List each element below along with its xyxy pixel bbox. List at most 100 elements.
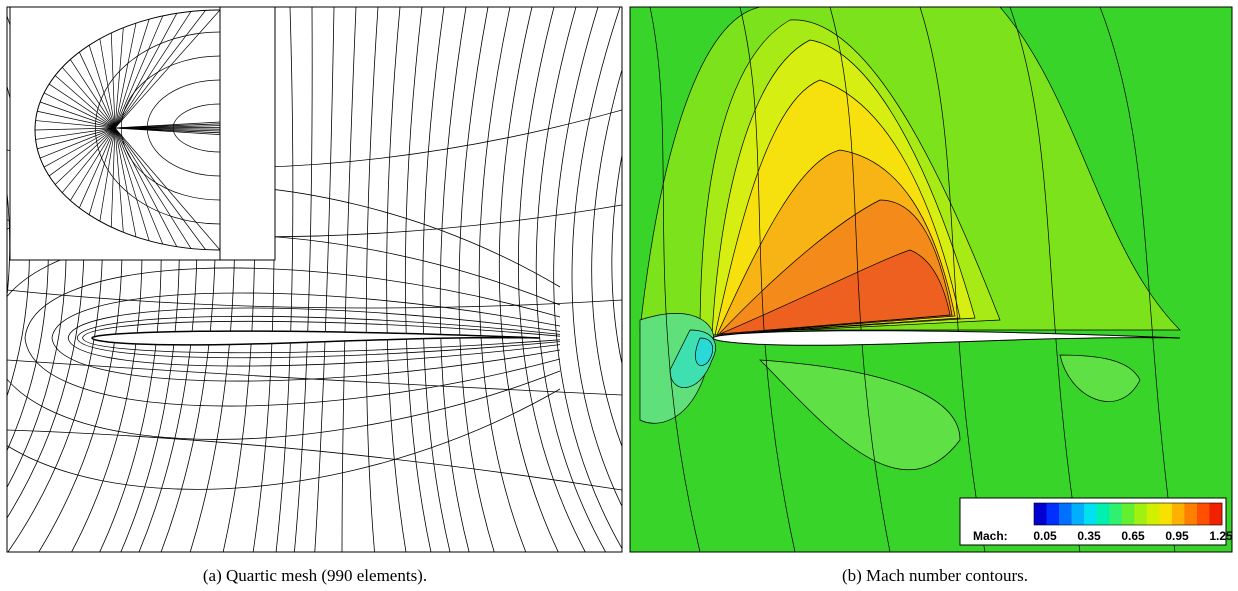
contour-line	[1009, 7, 1081, 552]
colorbar-tick-label: 0.95	[1165, 529, 1189, 543]
colorbar-bin	[1084, 503, 1097, 525]
mesh-line	[7, 359, 622, 396]
caption: (b) Mach number contours.	[842, 566, 1028, 585]
mesh-line	[35, 120, 116, 129]
colorbar-bin	[1059, 503, 1072, 525]
mesh-line	[553, 7, 622, 550]
mesh-line	[571, 7, 622, 508]
mesh-line	[294, 7, 313, 552]
mesh-line	[114, 19, 150, 129]
mesh-line	[48, 83, 116, 129]
colorbar-legend: Mach: 0.05 0.35 0.65 0.95 1.25	[959, 497, 1233, 546]
colorbar-bin	[1034, 503, 1047, 525]
mesh-line	[43, 127, 116, 168]
mesh-line	[37, 110, 116, 129]
colorbar-tick-label: 1.25	[1209, 529, 1233, 543]
mesh-inset	[9, 6, 276, 261]
contour-line	[739, 7, 796, 552]
contour-band	[1059, 354, 1141, 402]
colorbar-bin	[1209, 503, 1223, 525]
colorbar-tick-label: 0.65	[1121, 529, 1145, 543]
mesh-line	[54, 127, 116, 185]
mesh-line	[114, 127, 150, 241]
mesh-line	[498, 7, 559, 552]
mesh-line	[34, 127, 116, 131]
mesh-line	[54, 75, 116, 129]
mesh-line	[114, 127, 137, 237]
mesh-line	[535, 7, 607, 552]
mesh-line	[67, 307, 561, 367]
mesh-line	[39, 101, 116, 129]
mesh-line	[88, 127, 116, 215]
mesh-line	[24, 267, 561, 407]
mesh-line	[37, 127, 116, 150]
mesh-line	[114, 11, 192, 129]
mesh-line	[99, 38, 116, 129]
colorbar-bin	[1121, 503, 1135, 525]
colorbar-bin	[1109, 503, 1123, 525]
mesh-line	[51, 292, 561, 382]
mesh-line	[7, 429, 622, 491]
mesh-line	[114, 9, 221, 129]
mesh-line	[422, 7, 451, 552]
contour-line	[649, 7, 701, 552]
mesh-panel	[7, 7, 622, 552]
mesh-line	[61, 127, 116, 193]
contour-band	[759, 359, 961, 471]
mesh-line	[114, 27, 124, 129]
mesh-line	[95, 31, 221, 225]
mesh-line	[114, 15, 164, 129]
airfoil	[712, 330, 1180, 346]
colorbar-frame	[1033, 502, 1223, 526]
mesh-line	[76, 315, 561, 359]
mesh-line	[7, 289, 622, 309]
colorbar-tick-label: 0.35	[1077, 529, 1101, 543]
colorbar-bin	[1171, 503, 1185, 525]
colorbar-bin	[1071, 503, 1085, 525]
mesh-line	[114, 23, 137, 129]
colorbar-bin	[1196, 503, 1210, 525]
colorbar-bin	[1146, 503, 1160, 525]
mesh-line	[458, 7, 495, 552]
mesh-line	[88, 45, 116, 129]
mesh-line	[114, 127, 206, 250]
mesh-line	[110, 32, 116, 129]
mesh-line	[518, 7, 586, 552]
mesh-line	[70, 127, 116, 201]
colorbar-bin	[1096, 503, 1110, 525]
mesh-line	[61, 67, 116, 129]
colorbar-tick-label: 0.05	[1033, 529, 1057, 543]
contour-band	[719, 249, 951, 335]
mesh-line	[386, 7, 407, 552]
mesh-line	[275, 7, 294, 552]
colorbar-bin	[1046, 503, 1060, 525]
mesh-line	[114, 127, 192, 249]
mesh-line	[39, 127, 116, 159]
contour-line	[1099, 7, 1176, 552]
inset-mesh	[34, 7, 221, 260]
mesh-line	[591, 68, 622, 448]
contour-panel	[630, 7, 1232, 552]
mesh-line	[478, 7, 527, 552]
inset-bg	[9, 6, 276, 261]
colorbar-bin	[1134, 503, 1148, 525]
mesh-line	[79, 127, 116, 209]
legend-label: Mach:	[973, 529, 1008, 543]
mesh-line	[114, 127, 221, 135]
mesh-line	[114, 10, 206, 129]
panel-frame	[629, 6, 1233, 553]
contour-line	[919, 7, 986, 552]
mesh-line	[43, 92, 116, 129]
contour-band	[695, 337, 714, 366]
mesh-line	[82, 320, 561, 354]
colorbar-bin	[1159, 503, 1173, 525]
airfoil	[91, 330, 540, 346]
mesh-line	[114, 127, 124, 233]
mesh-line	[341, 7, 357, 552]
mesh-line	[114, 127, 164, 245]
contour-line	[829, 7, 891, 552]
mesh-line	[99, 127, 116, 222]
mesh-line	[79, 51, 116, 129]
caption: (a) Quartic mesh (990 elements).	[203, 566, 427, 585]
